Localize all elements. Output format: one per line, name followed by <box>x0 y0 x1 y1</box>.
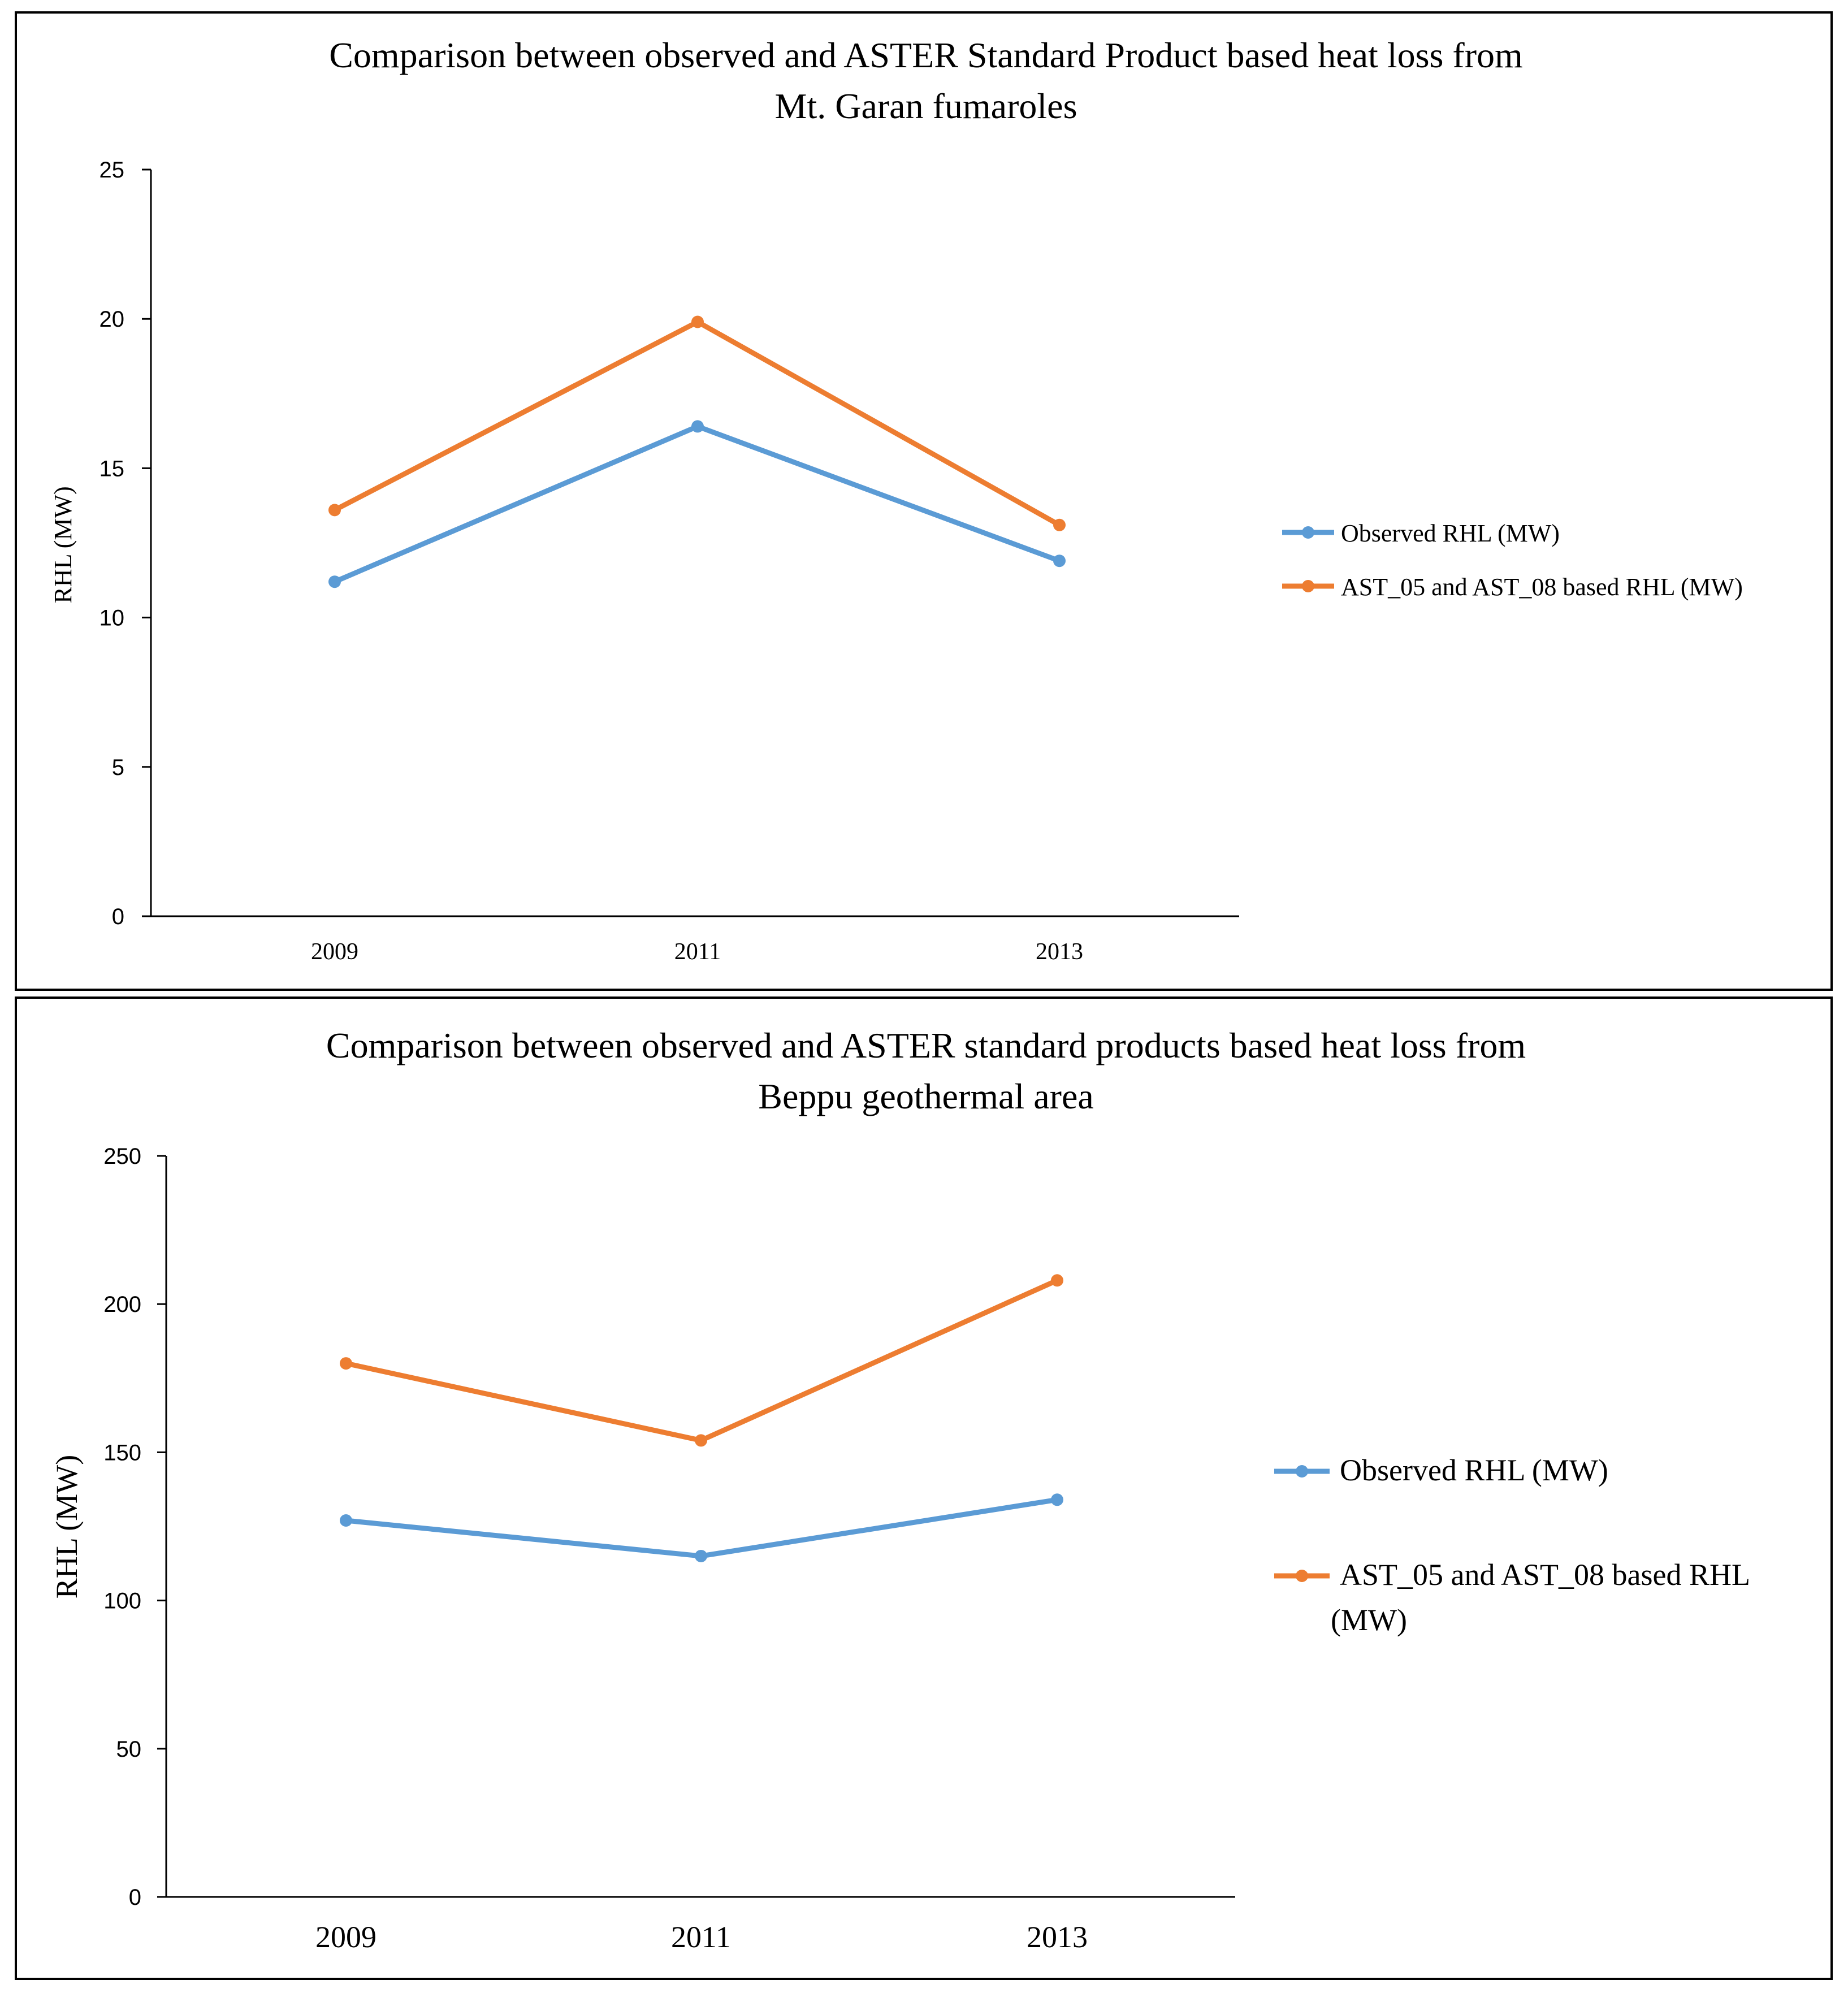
x-tick-label: 2009 <box>315 1920 376 1954</box>
data-point-2-2013 <box>1051 1274 1063 1287</box>
data-point-1-2011 <box>691 420 704 433</box>
y-tick-label: 5 <box>112 755 124 780</box>
legend-marker-1 <box>1302 526 1314 539</box>
x-tick-label: 2011 <box>671 1920 731 1954</box>
data-point-2-2011 <box>695 1434 707 1447</box>
y-tick-label: 20 <box>99 307 125 332</box>
data-point-2-2009 <box>340 1357 352 1370</box>
y-tick-label: 25 <box>99 158 125 183</box>
legend-marker-2 <box>1296 1570 1308 1582</box>
y-tick-label: 10 <box>99 606 125 631</box>
legend-label-2: AST_05 and AST_08 based RHL <box>1340 1558 1750 1592</box>
data-point-2-2011 <box>691 315 704 328</box>
x-tick-label: 2013 <box>1027 1920 1088 1954</box>
y-tick-label: 0 <box>129 1885 141 1910</box>
y-axis-label: RHL (MW) <box>50 1455 84 1598</box>
legend-label-2-line2: (MW) <box>1331 1603 1407 1637</box>
chart-title: Comparison between observed and ASTER St… <box>329 35 1523 75</box>
chart-garan: Comparison between observed and ASTER St… <box>49 35 1743 965</box>
x-tick-label: 2009 <box>311 939 358 965</box>
chart-title-line2: Mt. Garan fumaroles <box>775 86 1077 126</box>
chart-title-line2: Beppu geothermal area <box>758 1076 1094 1116</box>
x-tick-label: 2013 <box>1036 939 1083 965</box>
y-tick-label: 150 <box>103 1440 141 1465</box>
data-point-1-2011 <box>695 1549 707 1562</box>
y-tick-label: 200 <box>103 1292 141 1317</box>
chart-beppu: Comparison between observed and ASTER st… <box>50 1025 1750 1954</box>
data-point-2-2013 <box>1053 518 1066 531</box>
data-point-1-2013 <box>1051 1493 1063 1506</box>
data-point-1-2009 <box>340 1514 352 1527</box>
legend-marker-1 <box>1296 1465 1308 1478</box>
legend-label-2: AST_05 and AST_08 based RHL (MW) <box>1341 573 1743 601</box>
y-tick-label: 250 <box>103 1144 141 1169</box>
y-tick-label: 15 <box>99 456 125 481</box>
series-line-2 <box>345 1278 1058 1443</box>
legend-label-1: Observed RHL (MW) <box>1340 1453 1608 1487</box>
x-tick-label: 2011 <box>674 939 721 965</box>
chart-panel-beppu: Comparison between observed and ASTER st… <box>15 996 1833 1980</box>
data-point-1-2009 <box>328 575 341 588</box>
chart-panel-garan: Comparison between observed and ASTER St… <box>15 11 1833 991</box>
y-axis-label: RHL (MW) <box>49 486 77 603</box>
data-point-2-2009 <box>328 504 341 517</box>
data-point-1-2013 <box>1053 554 1066 567</box>
series-line-1 <box>334 423 1061 584</box>
legend-label-1: Observed RHL (MW) <box>1341 519 1560 547</box>
chart-title: Comparison between observed and ASTER st… <box>326 1025 1526 1065</box>
y-tick-label: 50 <box>116 1737 142 1762</box>
legend-marker-2 <box>1302 580 1314 592</box>
series-line-1 <box>345 1497 1058 1559</box>
y-tick-label: 100 <box>103 1589 141 1614</box>
y-tick-label: 0 <box>112 904 124 929</box>
